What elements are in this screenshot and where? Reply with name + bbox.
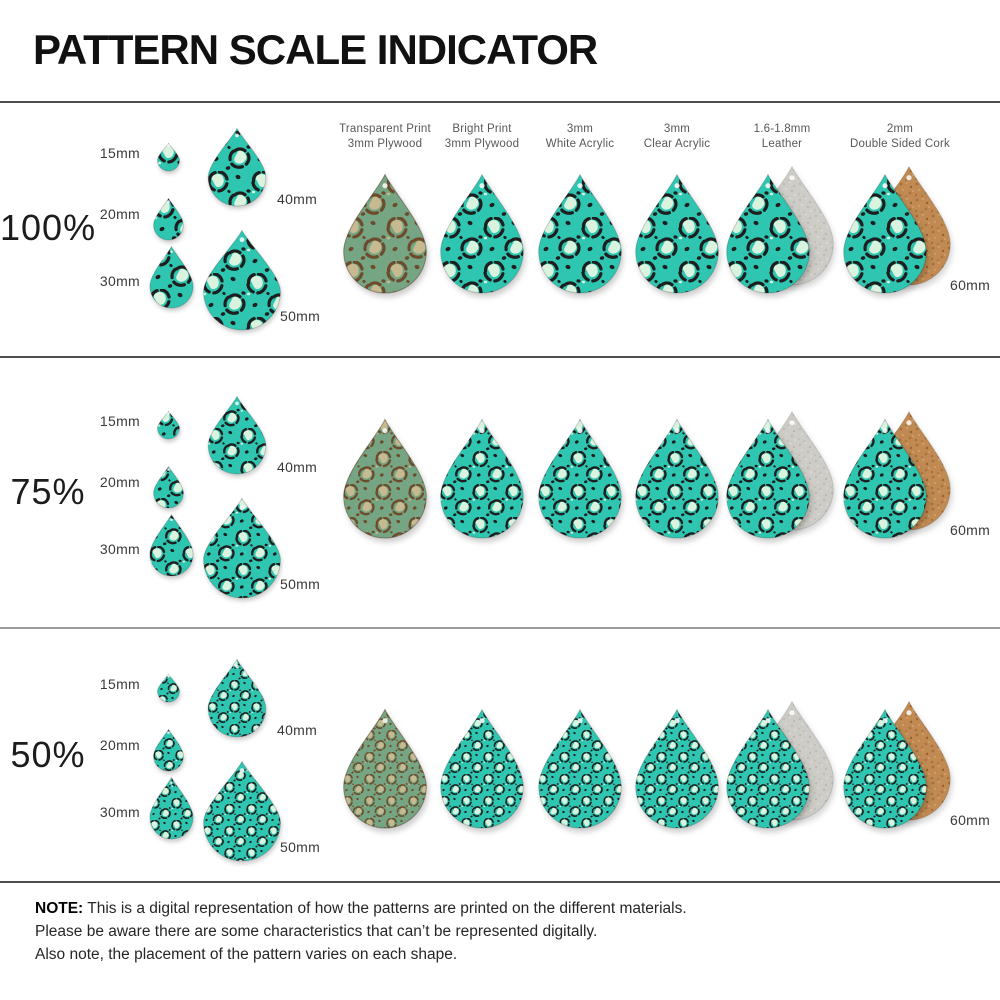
size-label-40mm: 40mm bbox=[277, 459, 318, 475]
material-header-line1: 3mm bbox=[566, 123, 594, 135]
size-label-60mm: 60mm bbox=[950, 277, 991, 293]
material-header-line1: 1.6-1.8mm bbox=[753, 123, 811, 135]
size-label-50mm: 50mm bbox=[280, 839, 321, 855]
teardrop-2mm-double-sided-cork bbox=[843, 708, 927, 829]
teardrop-3mm-white-acrylic bbox=[538, 708, 622, 829]
size-label-30mm: 30mm bbox=[99, 804, 140, 820]
size-label-20mm: 20mm bbox=[99, 206, 140, 222]
material-header-line2: White Acrylic bbox=[545, 138, 615, 150]
scale-percent-label: 100% bbox=[0, 206, 97, 248]
teardrop-30mm bbox=[149, 776, 194, 840]
page-title: PATTERN SCALE INDICATOR bbox=[33, 26, 598, 73]
teardrop-1-6-1-8mm-leather bbox=[726, 708, 810, 829]
teardrop-15mm bbox=[157, 410, 180, 440]
row-separator bbox=[0, 627, 1000, 629]
teardrop-3mm-white-acrylic bbox=[538, 173, 622, 294]
teardrop-30mm bbox=[149, 245, 194, 309]
size-label-40mm: 40mm bbox=[277, 191, 318, 207]
size-label-15mm: 15mm bbox=[99, 676, 140, 692]
material-header-3mm-clear-acrylic: 3mm Clear Acrylic bbox=[597, 122, 757, 152]
teardrop-50mm bbox=[203, 229, 281, 331]
teardrop-bright-print-3mm-plywood bbox=[440, 708, 524, 829]
material-header-3mm-white-acrylic: 3mm White Acrylic bbox=[500, 122, 660, 152]
teardrop-3mm-clear-acrylic bbox=[635, 418, 719, 539]
note-line-1: NOTE: This is a digital representation o… bbox=[35, 897, 965, 920]
teardrop-2mm-double-sided-cork bbox=[843, 418, 927, 539]
teardrop-15mm bbox=[157, 673, 180, 703]
material-header-line1: 2mm bbox=[886, 123, 914, 135]
note-label: NOTE: bbox=[35, 900, 84, 917]
material-header-2mm-double-sided-cork: 2mm Double Sided Cork bbox=[820, 122, 980, 152]
size-label-20mm: 20mm bbox=[99, 474, 140, 490]
teardrop-3mm-white-acrylic bbox=[538, 418, 622, 539]
size-label-50mm: 50mm bbox=[280, 576, 321, 592]
size-label-60mm: 60mm bbox=[950, 812, 991, 828]
material-header-line2: 3mm Plywood bbox=[444, 138, 520, 150]
scale-percent-label: 75% bbox=[10, 470, 86, 512]
size-label-40mm: 40mm bbox=[277, 722, 318, 738]
page-header: PATTERN SCALE INDICATOR bbox=[0, 0, 1000, 103]
teardrop-bright-print-3mm-plywood bbox=[440, 418, 524, 539]
teardrop-transparent-print-3mm-plywood bbox=[343, 418, 427, 539]
size-label-30mm: 30mm bbox=[99, 541, 140, 557]
material-header-line2: Clear Acrylic bbox=[643, 138, 711, 150]
size-label-15mm: 15mm bbox=[99, 413, 140, 429]
size-label-50mm: 50mm bbox=[280, 308, 321, 324]
teardrop-transparent-print-3mm-plywood bbox=[343, 708, 427, 829]
size-label-60mm: 60mm bbox=[950, 522, 991, 538]
note-line-3: Also note, the placement of the pattern … bbox=[35, 946, 458, 963]
row-separator bbox=[0, 881, 1000, 883]
teardrop-40mm bbox=[207, 127, 267, 207]
material-header-line2: 3mm Plywood bbox=[347, 138, 423, 150]
teardrop-40mm bbox=[207, 395, 267, 475]
teardrop-20mm bbox=[153, 728, 184, 772]
teardrop-50mm bbox=[203, 760, 281, 862]
scale-percent-label: 50% bbox=[10, 733, 86, 775]
material-header-line1: Transparent Print bbox=[339, 123, 431, 135]
material-header-1-6-1-8mm-leather: 1.6-1.8mm Leather bbox=[702, 122, 862, 152]
material-header-line2: Leather bbox=[761, 138, 803, 150]
teardrop-50mm bbox=[203, 497, 281, 599]
row-separator bbox=[0, 356, 1000, 358]
teardrop-40mm bbox=[207, 658, 267, 738]
material-header-line1: Bright Print bbox=[452, 123, 512, 135]
teardrop-3mm-clear-acrylic bbox=[635, 173, 719, 294]
teardrop-1-6-1-8mm-leather bbox=[726, 418, 810, 539]
note-line-2: Please be aware there are some character… bbox=[35, 923, 598, 940]
teardrop-30mm bbox=[149, 513, 194, 577]
teardrop-3mm-clear-acrylic bbox=[635, 708, 719, 829]
note: NOTE: This is a digital representation o… bbox=[35, 897, 965, 966]
material-header-transparent-print-3mm-plywood: Transparent Print 3mm Plywood bbox=[305, 122, 465, 152]
size-label-15mm: 15mm bbox=[99, 145, 140, 161]
teardrop-transparent-print-3mm-plywood bbox=[343, 173, 427, 294]
teardrop-bright-print-3mm-plywood bbox=[440, 173, 524, 294]
teardrop-15mm bbox=[157, 142, 180, 172]
teardrop-20mm bbox=[153, 197, 184, 241]
teardrop-2mm-double-sided-cork bbox=[843, 173, 927, 294]
teardrop-1-6-1-8mm-leather bbox=[726, 173, 810, 294]
teardrop-20mm bbox=[153, 465, 184, 509]
material-header-line1: 3mm bbox=[663, 123, 691, 135]
material-header-line2: Double Sided Cork bbox=[850, 138, 950, 150]
size-label-20mm: 20mm bbox=[99, 737, 140, 753]
note-line-1-text: This is a digital representation of how … bbox=[83, 900, 687, 917]
size-label-30mm: 30mm bbox=[99, 273, 140, 289]
material-header-bright-print-3mm-plywood: Bright Print 3mm Plywood bbox=[402, 122, 562, 152]
